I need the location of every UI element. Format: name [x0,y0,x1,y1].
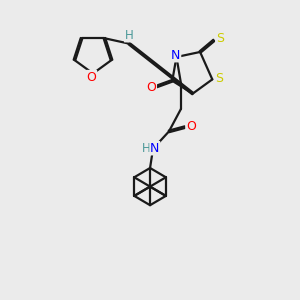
Text: N: N [171,49,181,62]
Text: O: O [146,81,156,94]
Text: H: H [142,142,150,155]
Text: N: N [150,142,160,155]
Text: O: O [87,70,96,84]
Text: S: S [215,72,223,85]
Text: S: S [216,32,224,45]
Text: O: O [186,120,196,133]
Text: H: H [125,29,134,42]
